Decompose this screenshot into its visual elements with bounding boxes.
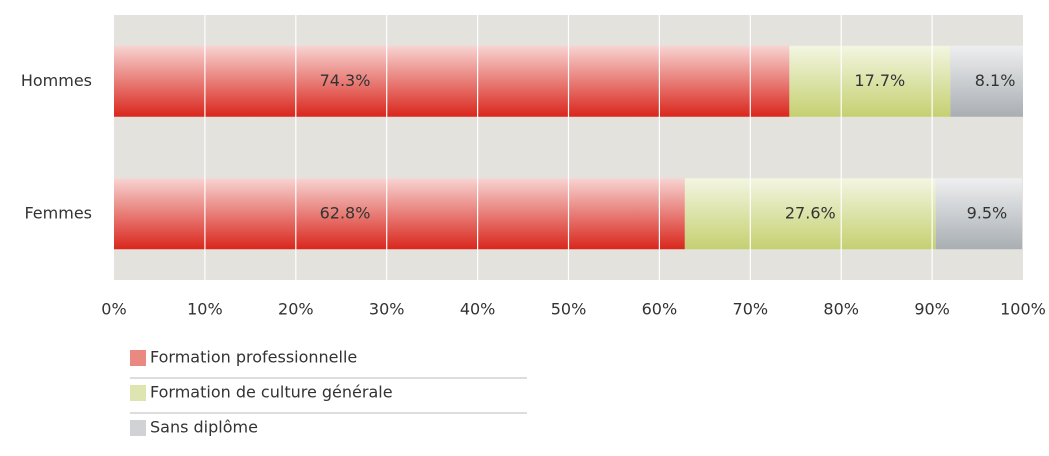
- legend-label: Formation de culture générale: [150, 383, 393, 402]
- data-label: 17.7%: [854, 71, 905, 90]
- x-tick-label: 90%: [914, 300, 950, 319]
- x-tick-label: 70%: [733, 300, 769, 319]
- x-tick-label: 30%: [369, 300, 405, 319]
- bar-segment: [684, 178, 936, 250]
- bar-segment: [114, 45, 790, 117]
- data-label: 27.6%: [785, 203, 836, 222]
- x-tick-label: 60%: [642, 300, 678, 319]
- bars: [114, 45, 1023, 250]
- data-label: 74.3%: [320, 71, 371, 90]
- x-tick-label: 100%: [1000, 300, 1046, 319]
- data-label: 9.5%: [967, 203, 1008, 222]
- legend-label: Sans diplôme: [150, 418, 258, 437]
- legend-swatch: [130, 350, 146, 366]
- bar-segment: [789, 45, 951, 117]
- category-label: Hommes: [21, 71, 92, 90]
- x-tick-label: 80%: [823, 300, 859, 319]
- x-tick-label: 40%: [460, 300, 496, 319]
- x-tick-label: 20%: [278, 300, 314, 319]
- bar-segment: [935, 178, 1023, 250]
- data-label: 62.8%: [320, 203, 371, 222]
- legend-swatch: [130, 420, 146, 436]
- bar-segment: [114, 178, 685, 250]
- x-tick-label: 0%: [101, 300, 126, 319]
- data-label: 8.1%: [975, 71, 1016, 90]
- bar-segment: [950, 45, 1023, 117]
- category-label: Femmes: [24, 203, 92, 222]
- legend-label: Formation professionnelle: [150, 348, 357, 367]
- x-tick-label: 10%: [187, 300, 223, 319]
- x-tick-label: 50%: [551, 300, 587, 319]
- legend-swatch: [130, 385, 146, 401]
